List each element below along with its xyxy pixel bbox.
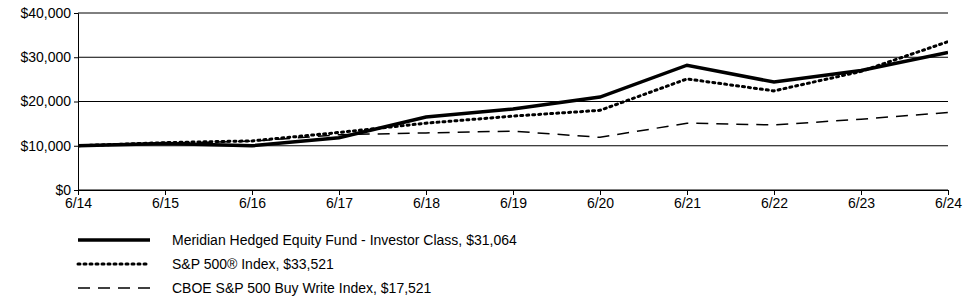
y-tick-label: $40,000 — [20, 5, 71, 21]
x-tick-label: 6/16 — [239, 195, 266, 211]
x-tick: 6/20 — [587, 190, 614, 211]
lines — [78, 42, 948, 146]
x-tick: 6/19 — [500, 190, 527, 211]
x-axis: 6/14 6/15 6/16 6/17 6/18 6/19 6/20 6/21 6/22 6/23… — [65, 190, 962, 211]
x-tick-label: 6/22 — [761, 195, 788, 211]
legend-label: S&P 500® Index, $33,521 — [172, 256, 334, 272]
grid-line — [78, 57, 948, 58]
legend-item: S&P 500® Index, $33,521 — [78, 256, 334, 272]
legend-label: Meridian Hedged Equity Fund - Investor C… — [172, 232, 517, 248]
x-tick: 6/22 — [761, 190, 788, 211]
x-tick: 6/15 — [152, 190, 179, 211]
x-tick: 6/16 — [239, 190, 266, 211]
x-tick-label: 6/23 — [848, 195, 875, 211]
legend-label: CBOE S&P 500 Buy Write Index, $17,521 — [172, 280, 432, 296]
legend-swatch — [78, 287, 150, 289]
y-tick-label: $30,000 — [20, 49, 71, 65]
x-tick-label: 6/18 — [413, 195, 440, 211]
series-line — [78, 112, 948, 145]
y-tick: $30,000 — [20, 49, 78, 65]
legend: Meridian Hedged Equity Fund - Investor C… — [78, 232, 517, 296]
x-tick-label: 6/17 — [326, 195, 353, 211]
y-tick: $20,000 — [20, 93, 78, 109]
legend-swatch — [78, 238, 150, 242]
x-tick-label: 6/20 — [587, 195, 614, 211]
x-tick-label: 6/19 — [500, 195, 527, 211]
x-tick: 6/14 — [65, 190, 92, 211]
y-tick: $40,000 — [20, 5, 78, 21]
y-tick-mark — [74, 190, 78, 191]
legend-item: CBOE S&P 500 Buy Write Index, $17,521 — [78, 280, 432, 296]
series-line — [78, 42, 948, 146]
y-axis-line — [74, 14, 79, 191]
y-tick-label: $20,000 — [20, 93, 71, 109]
x-tick: 6/24 — [935, 190, 962, 211]
y-tick-label: $10,000 — [20, 138, 71, 154]
y-tick-mark — [74, 57, 78, 58]
plot: $0$10,000$20,000$30,000$40,0006/146/156/… — [20, 5, 962, 211]
y-axis: $0$10,000$20,000$30,000$40,000 — [20, 5, 78, 198]
x-tick-label: 6/15 — [152, 195, 179, 211]
x-tick-label: 6/24 — [935, 195, 962, 211]
x-tick: 6/18 — [413, 190, 440, 211]
y-tick: $10,000 — [20, 138, 78, 154]
y-tick-mark — [74, 146, 78, 147]
chart: $0$10,000$20,000$30,000$40,0006/146/156/… — [0, 0, 975, 304]
legend-item: Meridian Hedged Equity Fund - Investor C… — [78, 232, 517, 248]
x-tick: 6/21 — [674, 190, 701, 211]
grid-line — [78, 13, 948, 14]
y-tick-mark — [74, 13, 78, 14]
y-tick-mark — [74, 102, 78, 103]
x-tick-label: 6/21 — [674, 195, 701, 211]
x-tick: 6/23 — [848, 190, 875, 211]
grid-line — [78, 101, 948, 102]
x-tick-label: 6/14 — [65, 195, 92, 211]
grid — [78, 13, 948, 190]
x-tick: 6/17 — [326, 190, 353, 211]
series-line — [78, 53, 948, 146]
legend-swatch — [78, 263, 150, 266]
